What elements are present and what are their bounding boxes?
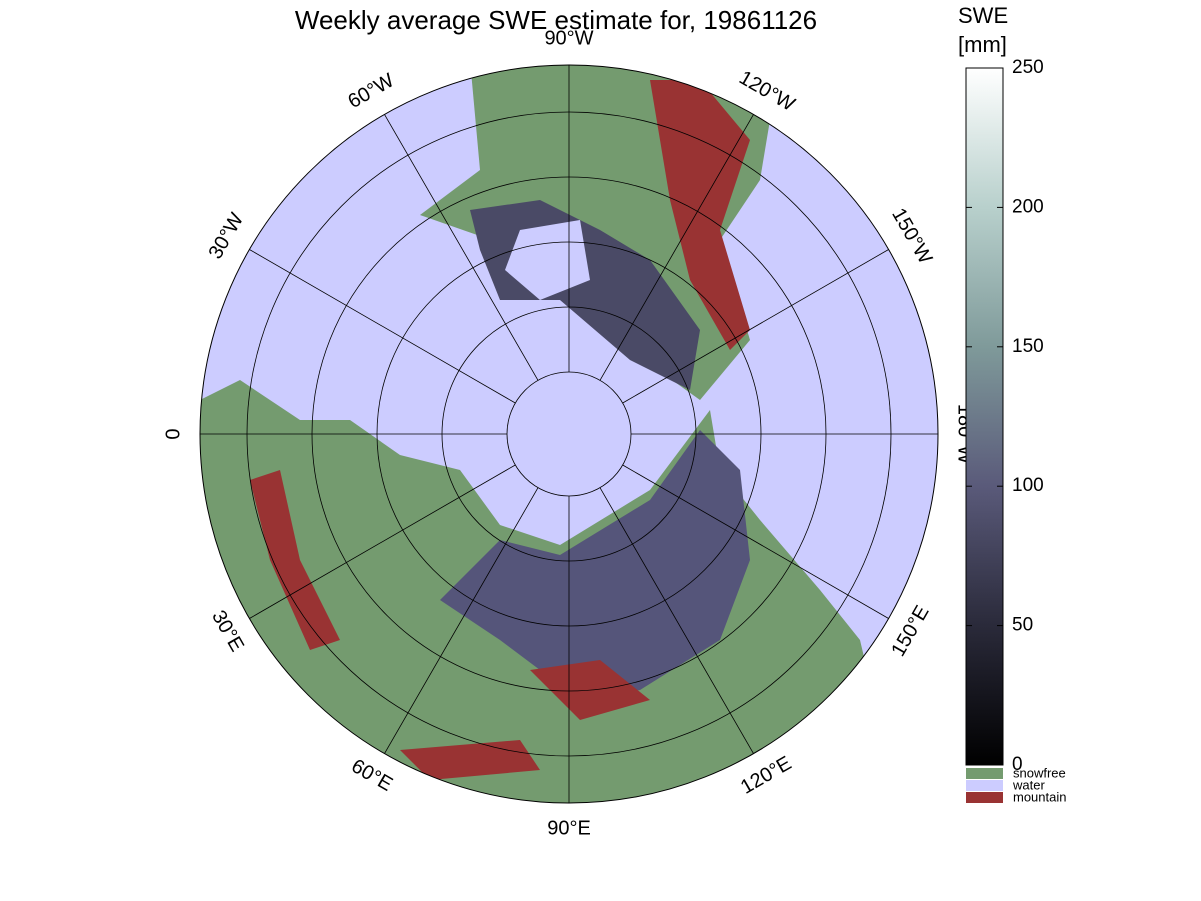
longitude-label: 120°E xyxy=(737,752,795,798)
legend-swatch xyxy=(966,780,1003,791)
colorbar-tick-label: 200 xyxy=(1012,196,1044,217)
colorbar-tick-label: 50 xyxy=(1012,615,1033,636)
meridian xyxy=(622,249,889,404)
colorbar-tick-label: 0 xyxy=(1012,754,1023,775)
meridian xyxy=(599,487,754,754)
longitude-label: 120°W xyxy=(735,67,798,116)
meridian xyxy=(599,114,754,381)
colorbar-label: [mm] xyxy=(958,32,1007,57)
colorbar-tick-label: 150 xyxy=(1012,336,1044,357)
legend-label: mountain xyxy=(1013,789,1066,804)
legend-swatch xyxy=(966,768,1003,779)
colorbar-label: SWE xyxy=(958,3,1008,28)
meridian xyxy=(249,464,516,619)
map-title: Weekly average SWE estimate for, 1986112… xyxy=(295,5,817,35)
longitude-label: 90°E xyxy=(547,817,591,839)
longitude-label: 150°W xyxy=(887,205,936,268)
mountains xyxy=(250,80,750,780)
meridian xyxy=(622,464,889,619)
map-body xyxy=(200,65,938,803)
longitude-label: 60°E xyxy=(347,755,396,796)
longitude-label: 150°E xyxy=(887,602,933,660)
map-frame xyxy=(199,64,939,804)
colorbar xyxy=(965,67,1004,766)
legend-swatch xyxy=(966,792,1003,803)
legend-label: snowfree xyxy=(1013,765,1066,780)
colorbar-tick-label: 100 xyxy=(1012,475,1044,496)
longitude-label: 30°E xyxy=(207,607,248,656)
snow-siberia xyxy=(440,430,750,700)
graticule xyxy=(200,65,938,803)
meridian xyxy=(384,487,539,754)
longitude-label: 90°W xyxy=(544,27,593,49)
colorbar-ticks: 0 50 100 150 200 250 xyxy=(966,57,1044,775)
meridian xyxy=(384,114,539,381)
legend-label: water xyxy=(1012,777,1045,792)
colorbar-tick-label: 250 xyxy=(1012,57,1044,78)
arctic xyxy=(507,372,631,496)
meridian xyxy=(249,249,516,404)
longitude-label: 30°W xyxy=(204,209,248,263)
longitude-label: 0 xyxy=(162,428,184,439)
longitude-label: 60°W xyxy=(344,69,398,113)
